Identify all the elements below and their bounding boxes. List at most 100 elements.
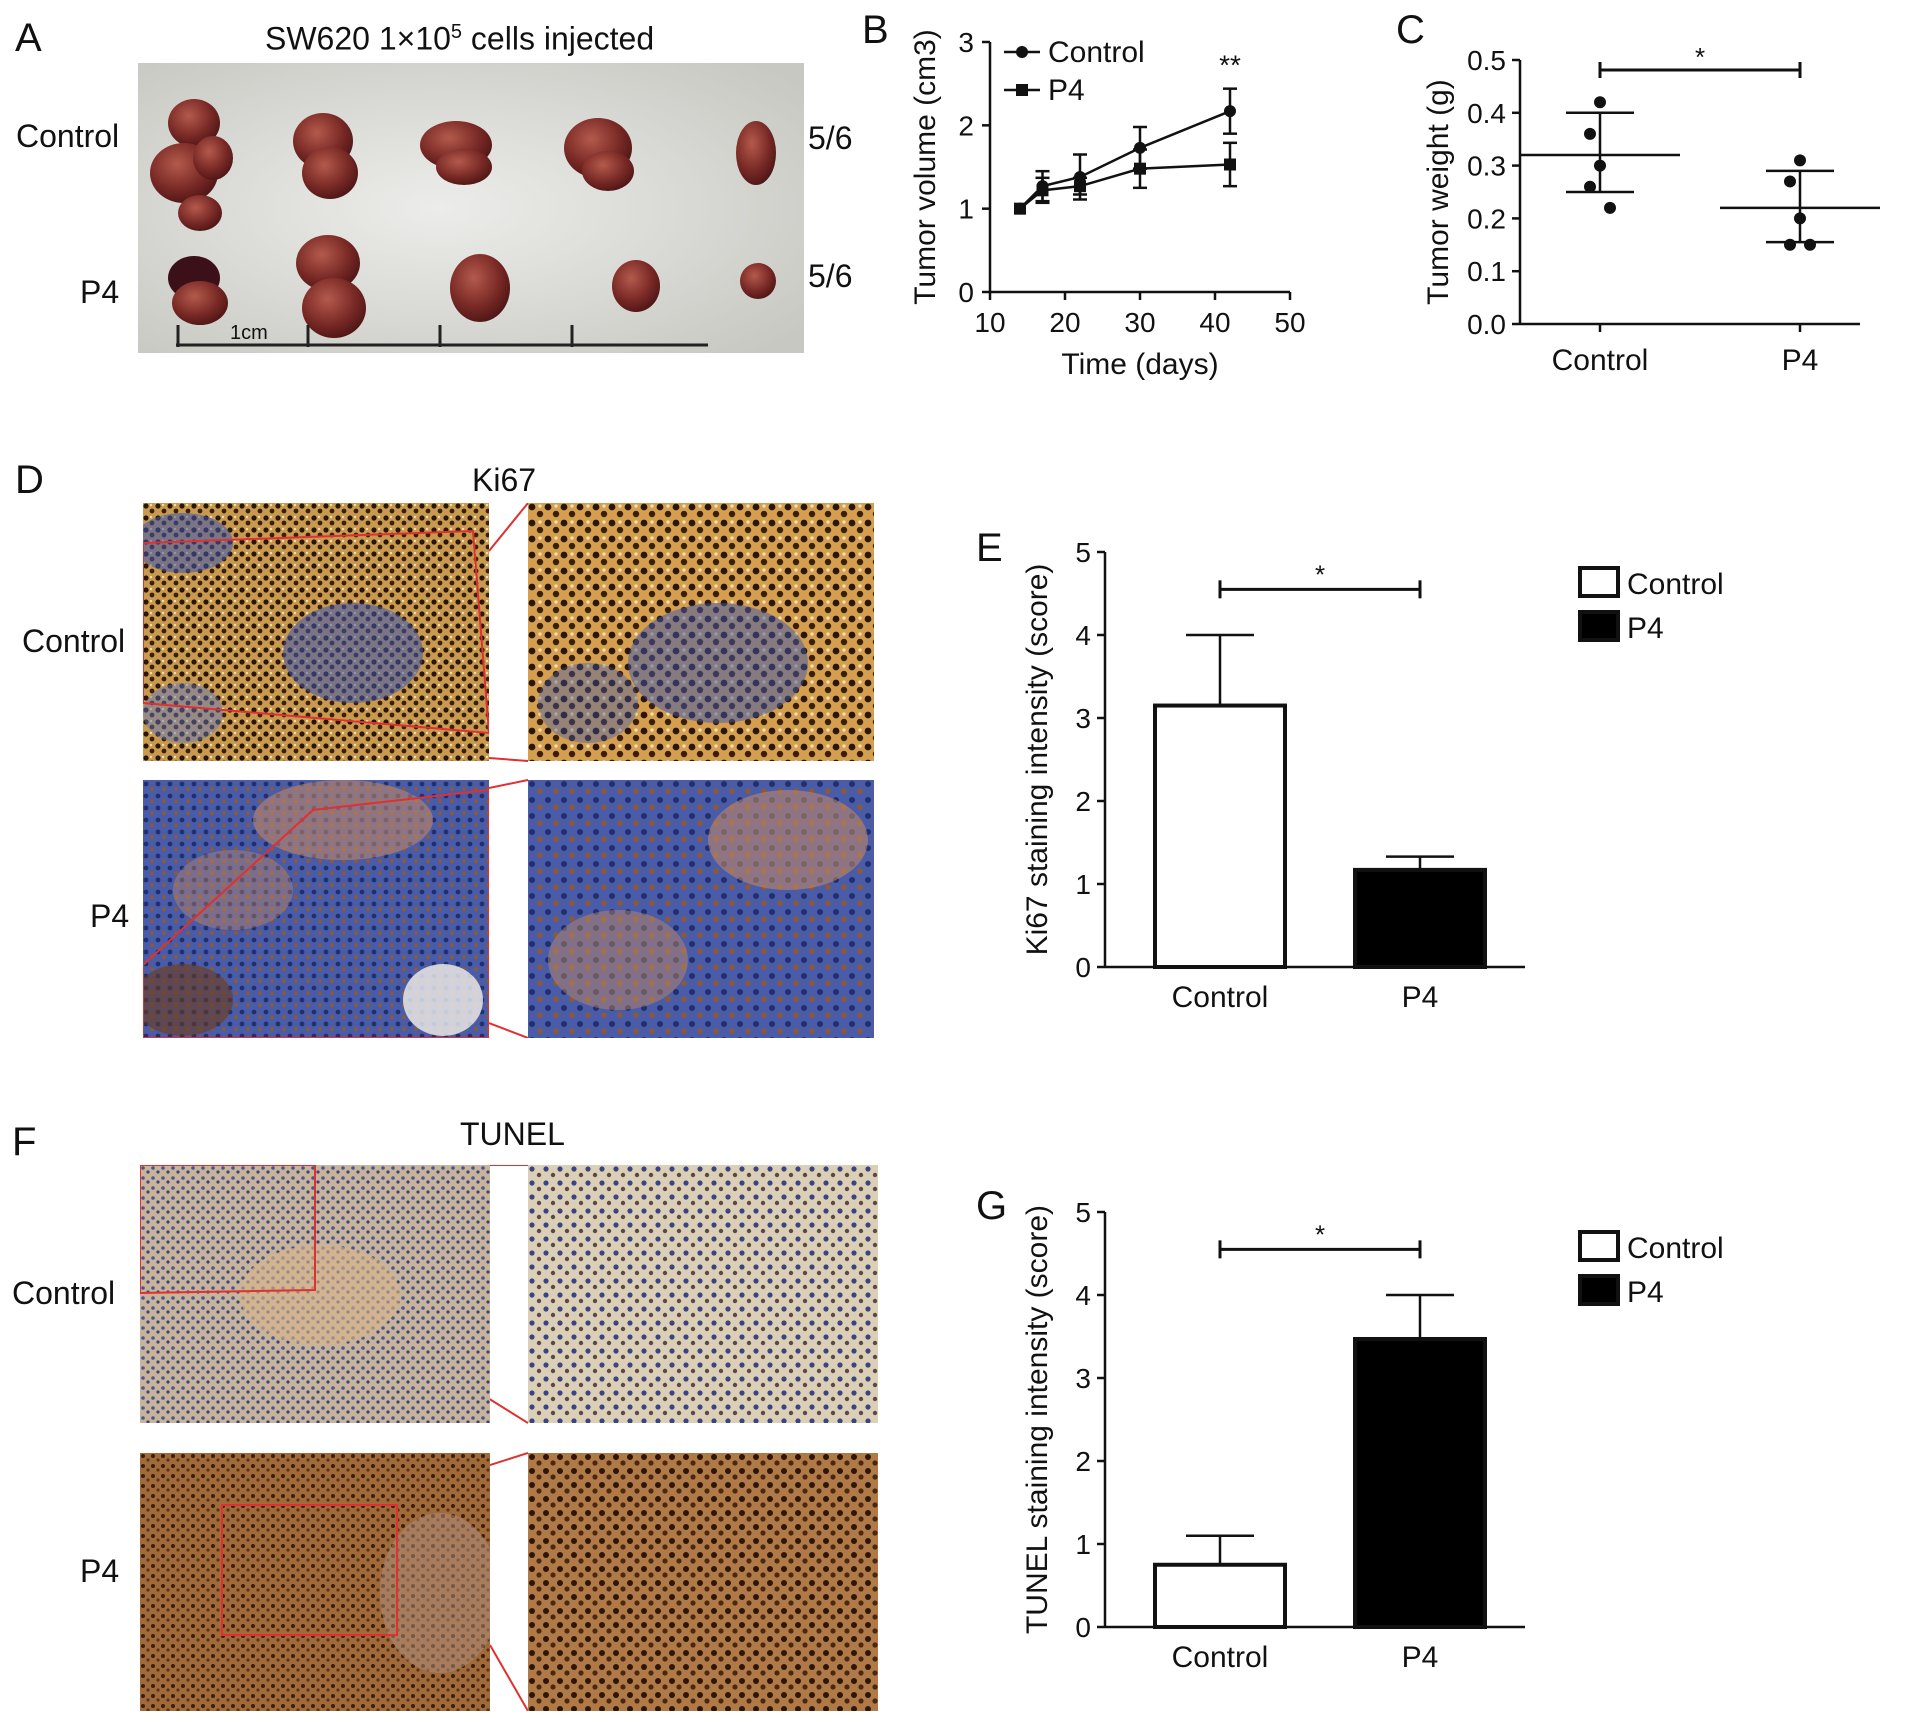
c-point-1-1 (1784, 175, 1796, 188)
g-ytick-label-2: 2 (1075, 1446, 1091, 1477)
b-ytick-label-3: 3 (958, 27, 974, 58)
tunel-control-zoom (528, 1165, 878, 1423)
panel-d-row-label-p4: P4 (90, 898, 130, 934)
panel-letter-f: F (12, 1120, 37, 1164)
g-ytick-label-5: 5 (1075, 1197, 1091, 1228)
ki67-p4-zoom (528, 780, 874, 1038)
tumor-p4-5 (740, 263, 776, 299)
e-ytick-label-5: 5 (1075, 537, 1091, 568)
b-point-1-3 (1134, 162, 1146, 175)
chart-g: 0 1 2 3 4 5 TUNEL staining intensity (score) Co… (1021, 1197, 1724, 1674)
panel-f-row-label-p4: P4 (80, 1553, 120, 1589)
ki67-zoom-connectors (489, 503, 528, 1038)
tunel-control-overview (140, 1165, 490, 1423)
c-ytick-label-3: 0.3 (1467, 151, 1506, 182)
tumor-p4-3 (450, 254, 510, 322)
e-annotation: * (1315, 559, 1325, 589)
b-point-0-4 (1224, 105, 1236, 118)
b-point-1-0 (1014, 202, 1026, 215)
e-legend-label-1: P4 (1627, 612, 1664, 645)
ki67-p4-overview-texture (143, 780, 489, 1038)
c-point-1-4 (1804, 238, 1816, 251)
chart-e: 0 1 2 3 4 5 Ki67 staining intensity (score) Con… (1021, 537, 1724, 1014)
ruler-label: 1cm (230, 322, 268, 344)
c-point-1-3 (1784, 238, 1796, 251)
c-ytick-label-1: 0.1 (1467, 256, 1506, 287)
b-annotation: ** (1219, 50, 1241, 81)
g-legend-swatch-0 (1578, 1230, 1620, 1262)
b-point-1-1 (1036, 184, 1049, 197)
tunel-p4-overview (140, 1453, 490, 1711)
panel-a-title-prefix: SW620 1×10 (265, 20, 451, 57)
panel-f-row-label-control: Control (12, 1275, 116, 1311)
panel-a-ratio-control: 5/6 (808, 120, 853, 156)
ki67-control-zoom (528, 503, 874, 761)
g-ytick-label-1: 1 (1075, 1529, 1091, 1560)
g-ytick-label-3: 3 (1075, 1363, 1091, 1394)
panel-f-title: TUNEL (460, 1116, 565, 1152)
c-point-1-2 (1794, 212, 1806, 225)
b-point-0-3 (1134, 141, 1146, 154)
ki67-control-zoom-texture (528, 503, 874, 761)
b-xtick-label-2: 30 (1124, 307, 1155, 338)
ki67-p4-zoom-texture (528, 780, 874, 1038)
panel-letter-b: B (862, 8, 889, 52)
tumor-control-1 (150, 99, 233, 231)
tumor-photo-svg: 1cm (138, 63, 804, 353)
chart-b: 0 1 2 3 10 20 30 40 50 Time (days) Tumor volume (c… (909, 27, 1306, 381)
panel-a-title-sup: 5 (450, 21, 463, 43)
panel-letter-a: A (15, 16, 42, 60)
panel-letter-d: D (15, 458, 44, 502)
g-legend-label-1: P4 (1627, 1276, 1664, 1309)
tunel-control-overview-texture (140, 1165, 490, 1423)
tunel-control-zoom-texture (528, 1165, 878, 1423)
panel-a-title: SW620 1×105 cells injected (265, 22, 654, 55)
b-xtick-label-3: 40 (1199, 307, 1230, 338)
b-point-1-4 (1224, 158, 1236, 171)
tumor-control-5 (736, 121, 776, 185)
c-ylabel: Tumor weight (g) (1422, 79, 1455, 305)
c-point-0-3 (1584, 180, 1596, 193)
b-ylabel: Tumor volume (cm3) (909, 29, 942, 305)
c-ytick-label-2: 0.2 (1467, 203, 1506, 234)
g-ytick-label-4: 4 (1075, 1280, 1091, 1311)
chart-c: 0.0 0.1 0.2 0.3 0.4 0.5 Tumor weight (g) Contro… (1422, 42, 1880, 377)
b-legend-marker-1 (1016, 84, 1028, 96)
g-bar-1 (1353, 1336, 1487, 1630)
panel-letter-c: C (1396, 8, 1425, 52)
c-ytick-label-0: 0.0 (1467, 309, 1506, 340)
e-ytick-label-0: 0 (1075, 952, 1091, 983)
g-ylabel: TUNEL staining intensity (score) (1021, 1205, 1054, 1634)
ki67-control-overview-texture (143, 503, 489, 761)
panel-a-title-suffix: cells injected (462, 20, 655, 57)
b-point-1-2 (1074, 180, 1086, 193)
g-bar-0 (1153, 1562, 1287, 1629)
tunel-p4-overview-texture (140, 1453, 490, 1711)
b-legend-marker-0 (1016, 46, 1028, 58)
c-xtick-label-1: P4 (1782, 344, 1819, 377)
tumor-p4-1 (168, 256, 228, 325)
g-xtick-label-0: Control (1172, 1641, 1269, 1674)
tumor-control-3 (420, 121, 492, 185)
tumor-photo: 1cm (138, 63, 804, 353)
tunel-p4-zoom-texture (528, 1453, 878, 1711)
e-legend-swatch-0 (1578, 566, 1620, 598)
b-ytick-label-2: 2 (958, 110, 974, 141)
e-xtick-label-1: P4 (1402, 981, 1439, 1014)
panel-a-ratio-p4: 5/6 (808, 258, 853, 294)
e-ylabel: Ki67 staining intensity (score) (1021, 564, 1054, 956)
g-ytick-label-0: 0 (1075, 1612, 1091, 1643)
panel-a-row-label-control: Control (16, 118, 120, 154)
b-series-line-0 (1019, 110, 1231, 210)
panel-d-row-label-control: Control (22, 623, 126, 659)
e-ytick-label-4: 4 (1075, 620, 1091, 651)
b-series-line-1 (1019, 163, 1231, 210)
c-ytick-label-5: 0.5 (1467, 45, 1506, 76)
c-point-0-4 (1604, 201, 1616, 214)
panel-letter-g: G (976, 1184, 1008, 1228)
b-legend-label-0: Control (1048, 36, 1145, 69)
g-xtick-label-1: P4 (1402, 1641, 1439, 1674)
e-xtick-label-0: Control (1172, 981, 1269, 1014)
c-xtick-label-0: Control (1552, 344, 1649, 377)
tumor-p4-4 (612, 260, 660, 312)
